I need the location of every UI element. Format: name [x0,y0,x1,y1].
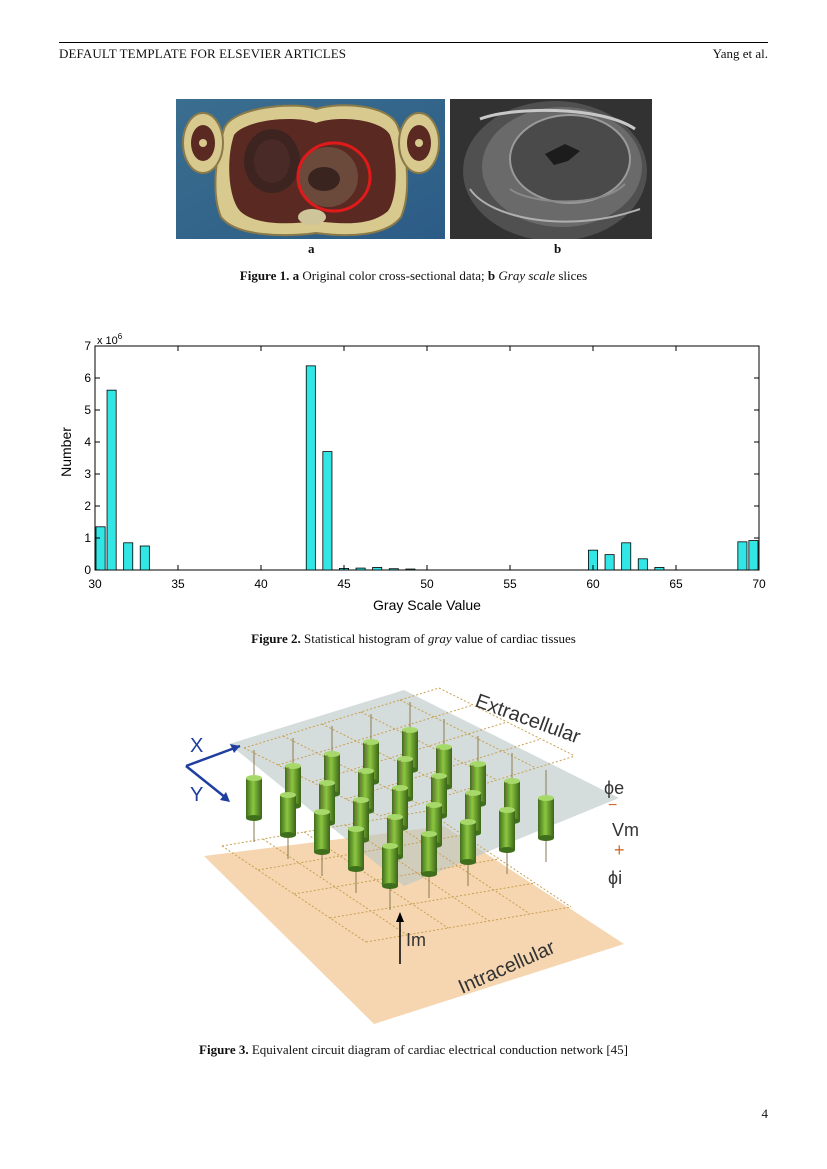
membrane-capacitor-cylinder [314,784,330,876]
y-tick-label: 7 [84,339,91,353]
histogram-multiplier-exponent: 6 [118,332,123,341]
x-tick-label: 40 [254,577,268,591]
y-tick-label: 3 [84,467,91,481]
intracellular-plane [204,826,624,1024]
x-tick-label: 60 [586,577,600,591]
histogram-bar-47 [372,567,383,571]
membrane-capacitor-cylinder [348,801,364,893]
histogram-bar-64 [654,567,665,571]
figure1-caption-a: a [292,268,300,283]
x-tick-label: 30 [88,577,102,591]
y-tick-label: 2 [84,499,91,513]
histogram-ylabel: Number [59,427,74,477]
histogram-multiplier-base: x 10 [97,335,118,347]
figure1-caption-italic: Gray scale [498,268,556,283]
membrane-capacitor-cylinder [246,750,262,842]
phi-i-label: ϕi [608,868,622,888]
histogram-bar-32 [123,542,134,571]
intracellular-resistor-col [221,845,367,943]
membrane-capacitor-cylinder [280,767,296,859]
intracellular-resistor-row [329,882,536,919]
y-tick-label: 1 [84,531,91,545]
histogram-bar-48 [388,568,399,571]
figure1-caption-b: b [487,268,496,283]
x-tick-label: 55 [503,577,517,591]
histogram-bar-46 [355,567,366,571]
figure1-caption-number: Figure 1. [239,268,290,283]
membrane-capacitor-cylinder [421,806,437,898]
intracellular-resistor-col [426,810,572,908]
minus-sign: − [608,797,617,814]
y-tick-label: 4 [84,435,91,449]
running-header-title: DEFAULT TEMPLATE FOR ELSEVIER ARTICLES [59,46,347,61]
figure2-caption-number: Figure 2. [251,631,301,646]
histogram-bar-69 [737,541,748,571]
x-tick-label: 50 [420,577,434,591]
figure2-caption-italic: gray [427,631,452,646]
figure1-sublabel-b: b [554,241,562,256]
figure3-caption-text: Equivalent circuit diagram of cardiac el… [248,1042,628,1057]
intracellular-resistor-row [293,858,500,895]
xy-axes [185,744,241,802]
x-tick-label: 35 [171,577,185,591]
histogram-bar-61 [604,554,615,571]
x-axis-label: X [190,735,203,757]
intracellular-resistor-col [262,838,408,936]
figure1-caption-mid: Original color cross-sectional data; [299,268,488,283]
histogram-bar-33 [139,545,150,571]
figure1-grayscale-slice [450,99,652,239]
figure2-caption: Figure 2. Statistical histogram of gray … [0,631,827,647]
page-number: 4 [761,1106,769,1121]
membrane-capacitor-cylinder [382,818,398,910]
im-arrow [396,912,404,964]
im-label: Im [406,930,426,950]
figure3-circuit-diagram: X Y Extracellular Intracellular ϕe − Vm … [185,687,639,1024]
intracellular-resistor-row [365,906,572,943]
histogram-multiplier: x 106 [97,332,123,347]
histogram-bar-43 [305,365,316,571]
intracellular-resistor-col [344,824,490,922]
extracellular-resistor-col [438,687,576,757]
figure2-caption-pre: Statistical histogram of [300,631,428,646]
extracellular-resistor-col [243,747,381,817]
histogram-bar-30 [95,526,106,571]
extracellular-resistor-col [360,711,498,781]
x-tick-label: 70 [752,577,766,591]
histogram-bar-31 [106,389,117,571]
membrane-capacitor-cylinder [499,782,515,874]
histogram-bar-63 [637,558,648,571]
x-tick-label: 65 [669,577,683,591]
header-rule [59,42,768,43]
extracellular-resistor-col [321,723,459,793]
figure1-color-cross-section [176,99,445,239]
intracellular-resistor-col [385,817,531,915]
y-axis-label: Y [190,784,203,806]
x-tick-label: 45 [337,577,351,591]
histogram-bar-70 [748,540,759,571]
figure2-caption-post: value of cardiac tissues [451,631,576,646]
figure1-caption-end: slices [555,268,588,283]
y-tick-label: 0 [84,563,91,577]
histogram-bar-62 [621,542,632,571]
extracellular-resistor-col [282,735,420,805]
plus-sign: + [614,840,625,860]
extracellular-resistor-col [399,699,537,769]
figure3-caption: Figure 3. Equivalent circuit diagram of … [0,1042,827,1058]
extracellular-plane [229,690,619,886]
histogram-bar-49 [405,568,416,571]
histogram-bar-44 [322,451,333,571]
figure3-caption-number: Figure 3. [199,1042,249,1057]
phi-e-label: ϕe [604,778,624,798]
membrane-capacitor-cylinder [460,794,476,886]
y-tick-label: 5 [84,403,91,417]
membrane-capacitor-cylinder [538,770,554,862]
histogram-xlabel: Gray Scale Value [373,597,481,613]
y-tick-label: 6 [84,371,91,385]
running-header-authors: Yang et al. [712,46,768,61]
vm-label: Vm [612,820,639,840]
figure1-sublabel-a: a [308,241,315,256]
figure1-caption: Figure 1. a Original color cross-section… [0,268,827,284]
